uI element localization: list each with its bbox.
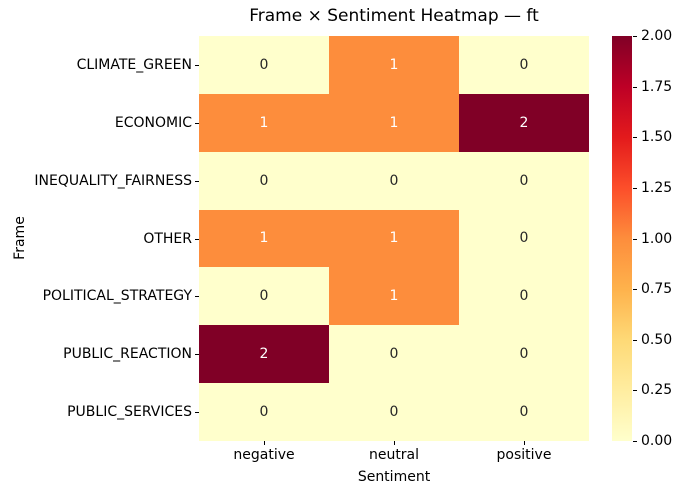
heatmap-cell: 2 (199, 325, 329, 384)
colorbar-tick-mark (633, 86, 637, 88)
y-tick-mark (195, 64, 199, 66)
colorbar-tick-mark (633, 137, 637, 139)
colorbar-tick-label: 2.00 (641, 28, 673, 44)
heatmap-cell: 0 (459, 267, 589, 326)
y-tick-label: POLITICAL_STRATEGY (42, 288, 192, 305)
colorbar-tick-mark (633, 339, 637, 341)
x-tick-mark (394, 441, 395, 445)
y-tick-mark (195, 238, 199, 240)
y-tick-label: ECONOMIC (114, 114, 192, 131)
colorbar-tick-label: 0.25 (641, 382, 673, 399)
x-tick-label: negative (233, 447, 295, 463)
x-axis-title: Sentiment (357, 469, 431, 485)
heatmap-cell: 0 (459, 151, 589, 210)
heatmap-cell: 0 (199, 151, 329, 210)
y-tick-label: PUBLIC_SERVICES (67, 404, 192, 421)
heatmap-cell: 0 (459, 383, 589, 441)
x-axis-tick-labels: negative neutral positive (199, 447, 589, 463)
colorbar-tick-label: 0.50 (641, 331, 673, 348)
y-tick-mark (195, 354, 199, 356)
heatmap-cell: 0 (459, 325, 589, 384)
x-tick-mark (264, 441, 265, 445)
colorbar-tick-label: 0.00 (641, 433, 673, 449)
y-tick-label: CLIMATE_GREEN (76, 56, 192, 73)
heatmap-cell: 1 (329, 36, 459, 94)
colorbar-tick-label: 1.25 (641, 179, 673, 196)
colorbar-tick-label: 1.50 (641, 129, 673, 146)
heatmap-cell: 0 (329, 383, 459, 441)
colorbar-tick-mark (633, 36, 637, 37)
heatmap-cell: 0 (199, 36, 329, 94)
heatmap-cell: 0 (199, 267, 329, 326)
colorbar-tick-mark (633, 390, 637, 392)
x-tick-label: positive (496, 447, 552, 463)
y-tick-mark (195, 412, 199, 414)
heatmap-cell: 2 (459, 93, 589, 152)
heatmap-cell: 1 (329, 209, 459, 268)
colorbar-tick-label: 1.75 (641, 78, 673, 95)
x-tick-mark (524, 441, 525, 445)
y-tick-label: PUBLIC_REACTION (63, 346, 192, 363)
heatmap-cell: 1 (329, 93, 459, 152)
colorbar-tick-mark (633, 289, 637, 291)
colorbar-gradient (612, 36, 632, 441)
heatmap-cell: 0 (329, 325, 459, 384)
colorbar-tick-mark (633, 441, 637, 442)
x-tick-label: neutral (368, 447, 420, 463)
y-tick-mark (195, 180, 199, 182)
y-tick-label: OTHER (143, 230, 192, 247)
heatmap-cell: 1 (329, 267, 459, 326)
colorbar-tick-label: 1.00 (641, 230, 673, 247)
heatmap-cell: 1 (199, 209, 329, 268)
heatmap-cell: 0 (459, 209, 589, 268)
y-tick-mark (195, 122, 199, 124)
y-tick-mark (195, 296, 199, 298)
heatmap-cell: 0 (329, 151, 459, 210)
y-tick-label: INEQUALITY_FAIRNESS (34, 172, 192, 189)
colorbar-tick-mark (633, 187, 637, 189)
chart-title: Frame × Sentiment Heatmap — ft (249, 6, 539, 26)
heatmap-cell: 1 (199, 93, 329, 152)
colorbar-tick-label: 0.75 (641, 281, 673, 298)
heatmap-cell: 0 (199, 383, 329, 441)
colorbar-tick-mark (633, 238, 637, 240)
heatmap-cell: 0 (459, 36, 589, 94)
